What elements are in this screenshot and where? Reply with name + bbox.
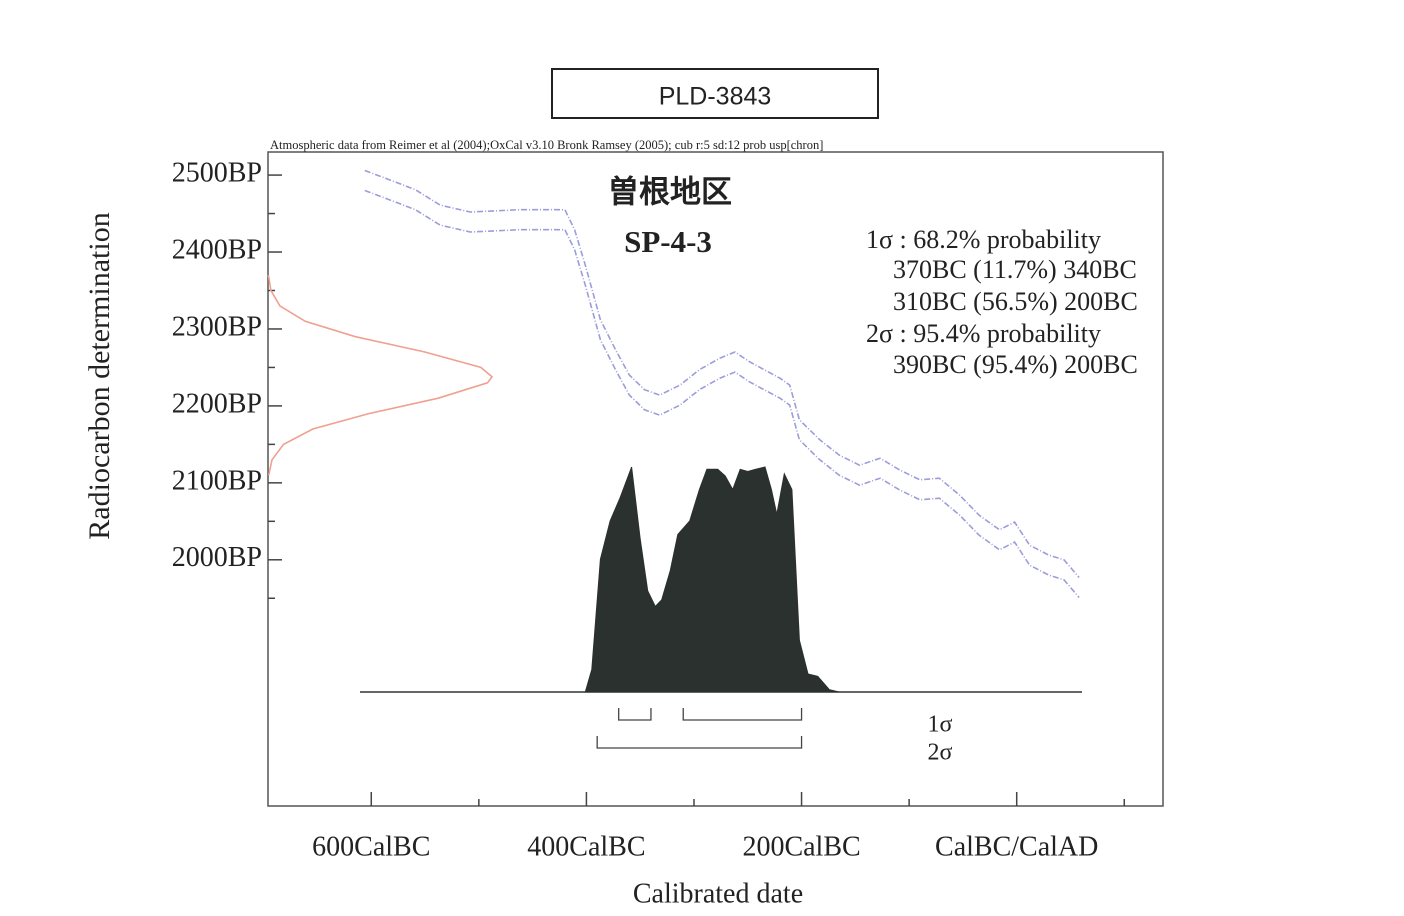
x-axis-label: Calibrated date: [633, 878, 803, 909]
result-line: 310BC (56.5%) 200BC: [893, 287, 1138, 316]
y-tick-label: 2300BP: [172, 311, 262, 342]
site-label: 曽根地区: [608, 175, 732, 211]
probability-distribution: [584, 466, 840, 693]
x-tick-label: 600CalBC: [312, 831, 430, 862]
x-tick-label: CalBC/CalAD: [935, 831, 1098, 862]
y-tick-label: 2400BP: [172, 234, 262, 265]
result-line: 390BC (95.4%) 200BC: [893, 350, 1138, 379]
measurement-curve: [267, 274, 494, 476]
range-bracket: [682, 708, 803, 721]
y-tick-label: 2100BP: [172, 465, 262, 496]
y-tick-label: 2200BP: [172, 388, 262, 419]
range-bracket: [618, 708, 652, 721]
x-tick-label: 200CalBC: [742, 831, 860, 862]
chart-title: PLD-3843: [659, 83, 772, 111]
y-tick-label: 2500BP: [172, 158, 262, 189]
y-tick-label: 2000BP: [172, 542, 262, 573]
title-box: [551, 68, 879, 119]
calibration-curve-lower: [364, 189, 1080, 599]
x-tick-label: 400CalBC: [527, 831, 645, 862]
plot-frame: [267, 151, 1164, 807]
sample-label: SP-4-3: [624, 224, 712, 259]
range-bracket: [596, 736, 803, 749]
result-line: 1σ : 68.2% probability: [866, 225, 1101, 254]
range-label: 2σ: [928, 740, 953, 766]
range-label: 1σ: [928, 712, 953, 738]
result-line: 2σ : 95.4% probability: [866, 319, 1101, 348]
note: Atmospheric data from Reimer et al (2004…: [270, 138, 823, 152]
result-line: 370BC (11.7%) 340BC: [893, 255, 1137, 284]
calibration-curve-upper: [364, 169, 1080, 579]
y-axis-label: Radiocarbon determination: [83, 212, 116, 539]
